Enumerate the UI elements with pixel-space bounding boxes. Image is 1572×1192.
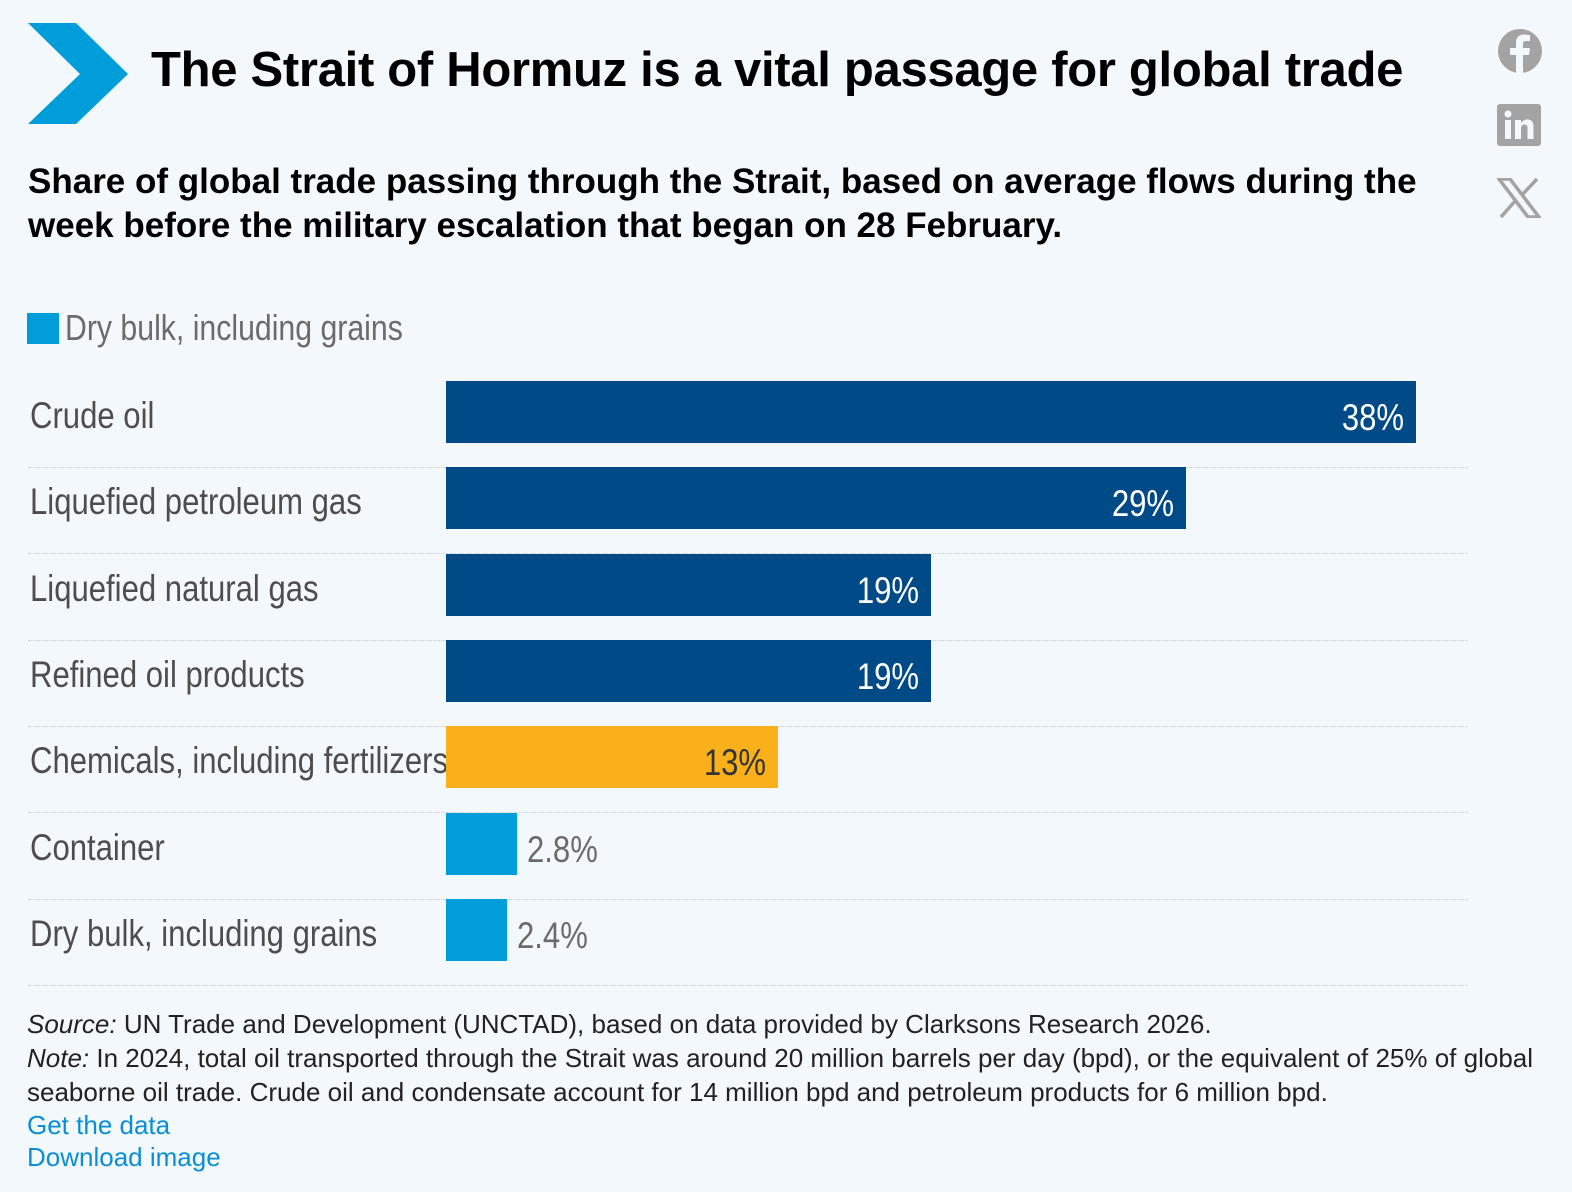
chart-footer: Source: UN Trade and Development (UNCTAD…: [27, 1007, 1547, 1173]
bar[interactable]: [446, 381, 1416, 443]
value-label: 2.8%: [527, 828, 599, 870]
value-label: 13%: [703, 742, 766, 784]
chart-title: The Strait of Hormuz is a vital passage …: [151, 43, 1404, 97]
bar[interactable]: [446, 467, 1187, 530]
chevron-logo-icon: [28, 23, 128, 124]
category-label: Refined oil products: [30, 653, 305, 695]
download-image-link[interactable]: Download image: [27, 1142, 221, 1172]
category-label: Liquefied petroleum gas: [30, 481, 362, 523]
bar[interactable]: [446, 726, 778, 789]
bar[interactable]: [446, 812, 518, 875]
bar-row: Crude oil 38%: [28, 381, 1468, 468]
value-label: 2.4%: [517, 914, 589, 956]
value-label: 29%: [1112, 483, 1175, 525]
bar-row: Dry bulk, including grains 2.4%: [28, 898, 1468, 986]
chart-subtitle: Share of global trade passing through th…: [28, 162, 1417, 245]
category-label: Chemicals, including fertilizers: [30, 740, 449, 782]
x-icon[interactable]: [1497, 178, 1541, 218]
note-text: In 2024, total oil transported through t…: [27, 1043, 1534, 1107]
source-label: Source:: [27, 1009, 117, 1039]
facebook-icon[interactable]: [1497, 28, 1543, 74]
bar-row: Liquefied natural gas 19%: [28, 553, 1468, 641]
source-line: Source: UN Trade and Development (UNCTAD…: [27, 1007, 1547, 1041]
bar-row: Container 2.8%: [28, 812, 1468, 900]
source-text: UN Trade and Development (UNCTAD), based…: [116, 1009, 1212, 1039]
bar-row: Chemicals, including fertilizers 13%: [28, 726, 1468, 814]
note-line: Note: In 2024, total oil transported thr…: [27, 1041, 1547, 1109]
bar[interactable]: [446, 553, 931, 616]
category-label: Container: [30, 826, 165, 868]
category-label: Dry bulk, including grains: [30, 912, 378, 954]
bar[interactable]: [446, 898, 508, 961]
get-data-link[interactable]: Get the data: [27, 1110, 171, 1140]
category-label: Crude oil: [30, 395, 155, 436]
value-label: 19%: [856, 569, 919, 611]
bar-row: Refined oil products 19%: [28, 639, 1468, 727]
value-label: 19%: [856, 655, 919, 697]
bar[interactable]: [446, 639, 931, 702]
category-label: Liquefied natural gas: [30, 567, 319, 609]
chart-legend: Dry bulk, including grains: [27, 307, 467, 349]
legend-swatch: [27, 312, 59, 344]
legend-label: Dry bulk, including grains: [65, 307, 403, 348]
linkedin-icon[interactable]: [1497, 104, 1541, 146]
note-label: Note:: [27, 1043, 90, 1073]
bar-row: Liquefied petroleum gas 29%: [28, 467, 1468, 555]
value-label: 38%: [1341, 397, 1404, 438]
